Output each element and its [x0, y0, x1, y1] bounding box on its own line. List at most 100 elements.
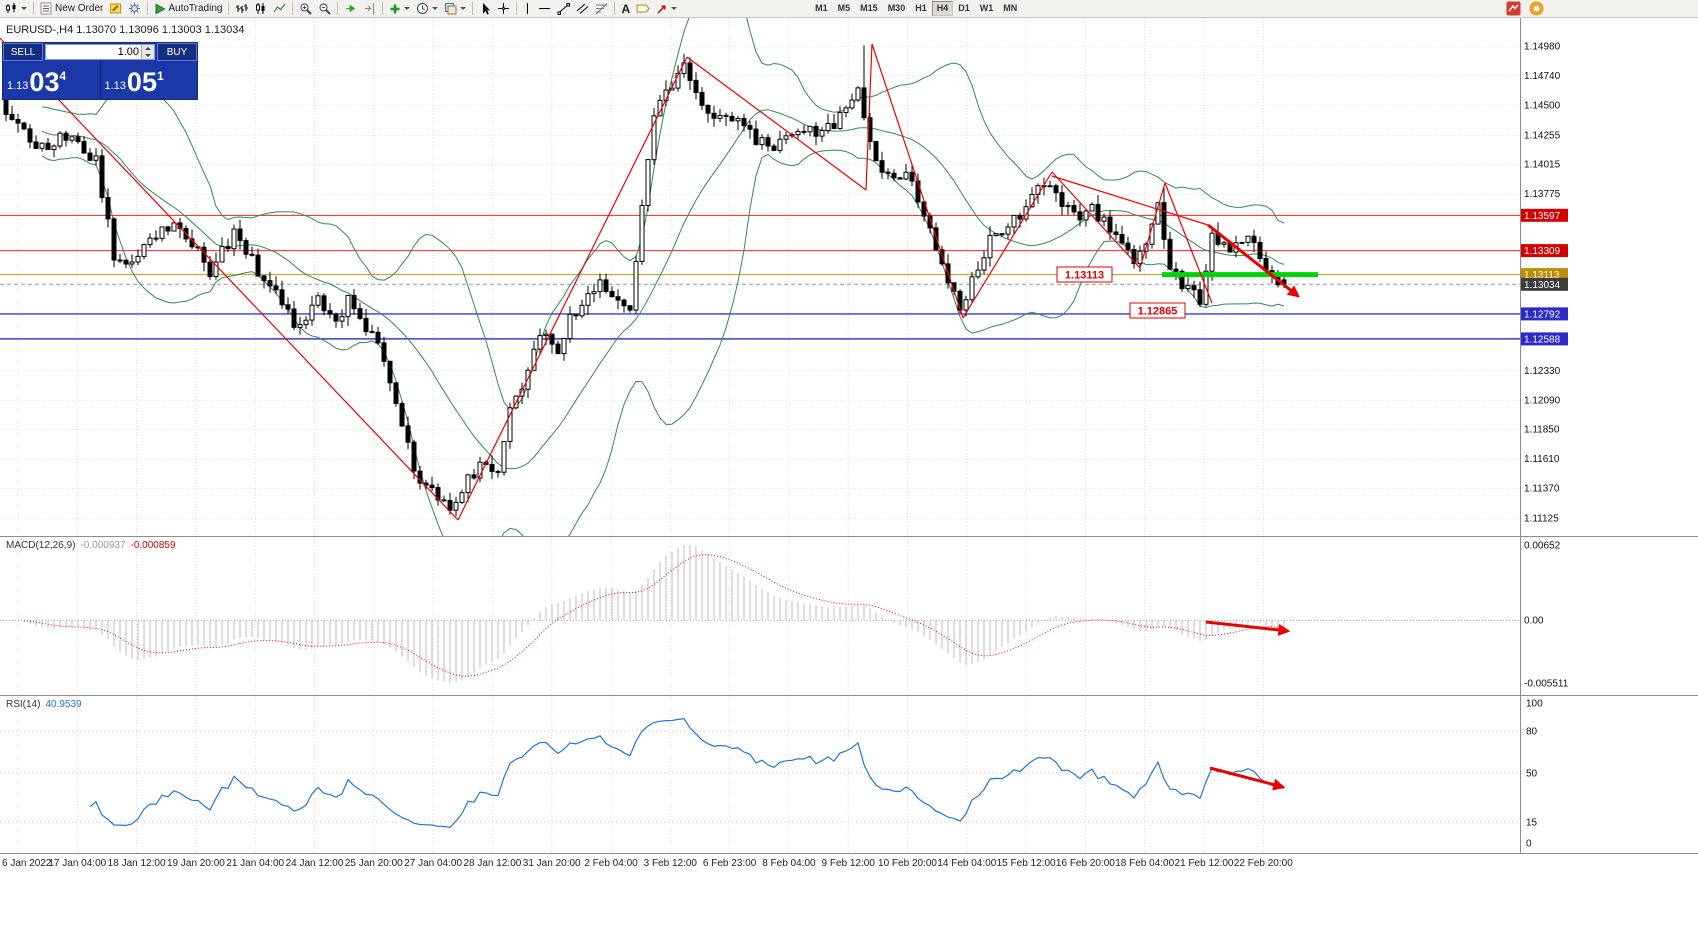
arrows-button[interactable] [653, 1, 680, 17]
horizontal-line-button[interactable] [535, 1, 554, 17]
cursor-button[interactable] [476, 1, 494, 17]
templates-icon [445, 3, 457, 15]
timeframe-m30-button[interactable]: M30 [887, 3, 906, 13]
volume-up-icon[interactable] [142, 45, 154, 52]
toolbar-separator [614, 2, 616, 15]
svg-text:18 Jan 12:00: 18 Jan 12:00 [108, 858, 166, 869]
svg-text:24 Jan 12:00: 24 Jan 12:00 [286, 858, 344, 869]
options-button[interactable] [125, 1, 144, 17]
price-callouts[interactable]: 1.13113 1.12865 [1056, 266, 1186, 319]
timeframe-h4-button[interactable]: H4 [931, 1, 954, 16]
svg-text:1.12090: 1.12090 [1524, 395, 1561, 406]
autotrading-button[interactable]: AutoTrading [151, 1, 225, 17]
sell-button[interactable]: SELL [3, 43, 43, 61]
timeframe-m1-button[interactable]: M1 [815, 3, 828, 13]
trendline-icon [557, 3, 571, 15]
sell-price-sup: 4 [59, 69, 67, 83]
svg-text:21 Feb 12:00: 21 Feb 12:00 [1175, 858, 1234, 869]
indicators-button[interactable] [386, 1, 413, 17]
toolbar-separator [228, 2, 230, 15]
svg-text:1.13309: 1.13309 [1524, 246, 1561, 257]
volume-input[interactable]: 1.00 [45, 44, 155, 60]
trendline-button[interactable] [554, 1, 573, 17]
buy-price-display[interactable]: 1.13 05 1 [101, 61, 198, 99]
caret-down-icon [460, 7, 467, 10]
new-order-label: New Order [55, 3, 104, 14]
volume-value[interactable]: 1.00 [117, 46, 139, 58]
svg-text:1.14500: 1.14500 [1524, 100, 1561, 111]
svg-text:1.11125: 1.11125 [1524, 514, 1559, 525]
svg-text:1.14255: 1.14255 [1524, 130, 1561, 141]
timeframe-m15-button[interactable]: M15 [860, 3, 878, 13]
macd-main-value: -0.000937 [80, 540, 126, 551]
autotrading-icon [155, 3, 166, 14]
options-icon [129, 3, 141, 14]
vertical-line-button[interactable] [520, 1, 535, 17]
candlesticks [3, 45, 1287, 517]
svg-text:2 Feb 04:00: 2 Feb 04:00 [584, 858, 638, 869]
panel-separators[interactable] [0, 536, 1698, 854]
channel-button[interactable] [573, 1, 592, 17]
horizontal-gridlines [0, 46, 1520, 519]
toolbar-separator [516, 2, 518, 15]
auto-scroll-button[interactable] [341, 1, 360, 17]
price-scale[interactable]: 1.14980 1.14740 1.14500 1.14255 1.14015 1.137… [1524, 42, 1569, 850]
buy-button[interactable]: BUY [157, 43, 197, 61]
bars-chart-icon [236, 4, 249, 13]
metaeditor-button[interactable] [106, 1, 125, 17]
volume-stepper[interactable] [141, 45, 154, 59]
toolbar-separator [292, 2, 294, 15]
svg-text:1.11850: 1.11850 [1524, 425, 1560, 436]
timeframe-m5-button[interactable]: M5 [837, 3, 851, 13]
fibonacci-button[interactable] [592, 1, 611, 17]
caret-down-icon [671, 7, 678, 10]
timeframe-w1-button[interactable]: W1 [979, 3, 994, 13]
sell-price-big: 03 [29, 67, 60, 97]
community-icon[interactable] [1506, 1, 1521, 16]
zoom-out-button[interactable] [315, 1, 334, 17]
line-chart-button[interactable] [270, 1, 289, 17]
buy-price-small: 1.13 [104, 80, 126, 92]
svg-text:15: 15 [1526, 818, 1538, 829]
periods-button[interactable] [413, 1, 441, 17]
svg-text:50: 50 [1526, 769, 1538, 780]
horizontal-line-icon [539, 8, 551, 9]
label-button[interactable] [633, 1, 653, 17]
svg-text:27 Jan 04:00: 27 Jan 04:00 [404, 858, 462, 869]
toolbar-separator [382, 2, 384, 15]
toolbar-separator [147, 2, 149, 15]
svg-text:-0.005511: -0.005511 [1524, 679, 1569, 690]
timeframe-d1-button[interactable]: D1 [958, 3, 970, 13]
zoom-in-button[interactable] [296, 1, 315, 17]
sell-price-display[interactable]: 1.13 03 4 [3, 61, 101, 99]
timeframe-h1-button[interactable]: H1 [915, 3, 927, 13]
macd-histogram [23, 545, 1285, 683]
vertical-gridlines [17, 18, 1264, 853]
red-trendlines[interactable] [0, 37, 1213, 521]
svg-text:1.11610: 1.11610 [1524, 454, 1560, 465]
new-chart-button[interactable] [2, 1, 30, 17]
candlestick-chart-button[interactable] [251, 1, 270, 17]
svg-text:15 Feb 12:00: 15 Feb 12:00 [997, 858, 1056, 869]
toolbar-separator [33, 2, 34, 15]
svg-text:0.00652: 0.00652 [1524, 541, 1561, 552]
text-button[interactable]: A [618, 1, 633, 17]
alerts-icon[interactable] [1529, 1, 1544, 16]
volume-down-icon[interactable] [142, 52, 154, 59]
svg-text:19 Jan 20:00: 19 Jan 20:00 [167, 858, 225, 869]
chart-shift-button[interactable] [360, 1, 379, 17]
fibonacci-icon [596, 3, 608, 15]
timeframe-mn-button[interactable]: MN [1003, 3, 1018, 13]
templates-button[interactable] [441, 1, 469, 17]
new-order-button[interactable]: New Order [37, 1, 106, 17]
bars-chart-button[interactable] [232, 1, 251, 17]
metaeditor-icon [110, 3, 122, 14]
svg-text:8 Feb 04:00: 8 Feb 04:00 [762, 858, 816, 869]
toolbar-separator [472, 2, 474, 15]
sell-price-small: 1.13 [7, 80, 29, 92]
buy-price-sup: 1 [156, 69, 164, 83]
red-arrows[interactable] [1205, 223, 1300, 791]
crosshair-button[interactable] [494, 1, 513, 17]
